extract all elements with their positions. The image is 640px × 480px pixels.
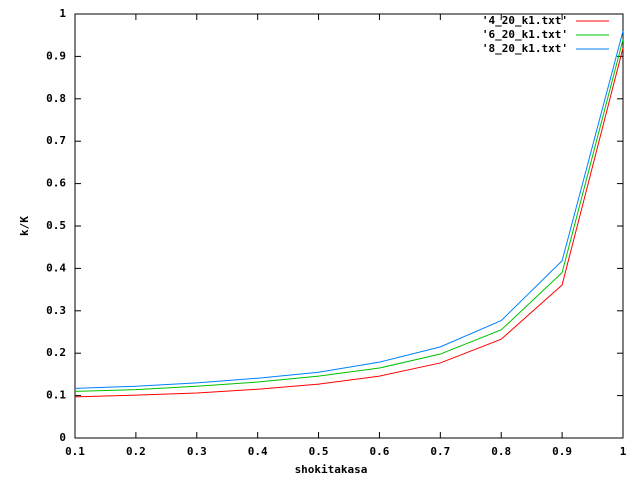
data-line <box>74 30 624 389</box>
x-tick-label: 1 <box>620 445 627 458</box>
y-tick-label: 0.6 <box>46 177 66 190</box>
x-tick-label: 0.5 <box>309 445 329 458</box>
y-tick-label: 0.3 <box>46 304 66 317</box>
data-line <box>74 47 624 398</box>
x-tick-label: 0.8 <box>491 445 511 458</box>
plot-border <box>74 13 624 439</box>
y-tick-label: 0.2 <box>46 346 66 359</box>
legend-label: '4_20_k1.txt' <box>482 14 568 27</box>
legend-label: '8_20_k1.txt' <box>482 42 568 55</box>
y-tick-label: 0.7 <box>46 134 66 147</box>
y-tick-label: 0.4 <box>46 261 66 274</box>
x-tick-label: 0.3 <box>187 445 207 458</box>
data-line <box>74 39 624 392</box>
x-tick-label: 0.6 <box>370 445 390 458</box>
y-tick-label: 0.8 <box>46 92 66 105</box>
y-axis-label: k/K <box>18 216 31 236</box>
legend-label: '6_20_k1.txt' <box>482 28 568 41</box>
x-tick-label: 0.1 <box>65 445 85 458</box>
x-axis-label: shokitakasa <box>295 463 368 476</box>
y-tick-label: 0.1 <box>46 389 66 402</box>
y-tick-label: 0.9 <box>46 49 66 62</box>
y-tick-label: 0 <box>59 431 66 444</box>
y-tick-label: 0.5 <box>46 219 66 232</box>
x-tick-label: 0.4 <box>248 445 268 458</box>
y-tick-label: 1 <box>59 7 66 20</box>
x-tick-label: 0.2 <box>126 445 146 458</box>
x-tick-label: 0.7 <box>430 445 450 458</box>
x-tick-label: 0.9 <box>552 445 572 458</box>
